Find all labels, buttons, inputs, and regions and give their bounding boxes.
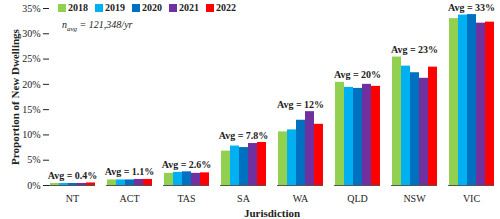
svg-text:0%: 0% <box>27 180 40 191</box>
html-text:navg= 121,348/yr: navg= 121,348/yr <box>62 19 133 33</box>
svg-text:Avg = 12%: Avg = 12% <box>277 99 324 110</box>
svg-text:TAS: TAS <box>177 193 195 204</box>
svg-text:30%: 30% <box>22 28 40 39</box>
svg-text:Proportion of New Dwellings: Proportion of New Dwellings <box>9 28 21 164</box>
html-text:2018: 2018 <box>68 2 88 13</box>
svg-text:WA: WA <box>293 193 309 204</box>
svg-text:QLD: QLD <box>347 193 368 204</box>
svg-text:NSW: NSW <box>403 193 426 204</box>
html-text:2020: 2020 <box>142 2 162 13</box>
svg-text:15%: 15% <box>22 104 40 115</box>
svg-text:Avg = 7.8%: Avg = 7.8% <box>219 130 269 141</box>
html-text:2022: 2022 <box>216 2 236 13</box>
html-text:2019: 2019 <box>105 2 125 13</box>
svg-text:Avg = 1.1%: Avg = 1.1% <box>105 166 155 177</box>
svg-text:ACT: ACT <box>120 193 140 204</box>
svg-text:Avg = 33%: Avg = 33% <box>448 2 495 13</box>
svg-text:Jurisdiction: Jurisdiction <box>244 207 300 219</box>
svg-text:SA: SA <box>237 193 251 204</box>
svg-text:20%: 20% <box>22 79 40 90</box>
svg-text:10%: 10% <box>22 129 40 140</box>
svg-text:VIC: VIC <box>463 193 481 204</box>
svg-text:35%: 35% <box>22 3 40 14</box>
svg-text:Avg = 20%: Avg = 20% <box>334 69 381 80</box>
svg-text:5%: 5% <box>27 154 40 165</box>
svg-text:Avg = 23%: Avg = 23% <box>391 44 438 55</box>
svg-text:Avg = 0.4%: Avg = 0.4% <box>48 170 98 181</box>
svg-text:NT: NT <box>66 193 79 204</box>
svg-text:25%: 25% <box>22 53 40 64</box>
svg-text:Avg = 2.6%: Avg = 2.6% <box>162 159 212 170</box>
html-text:2021: 2021 <box>179 2 199 13</box>
